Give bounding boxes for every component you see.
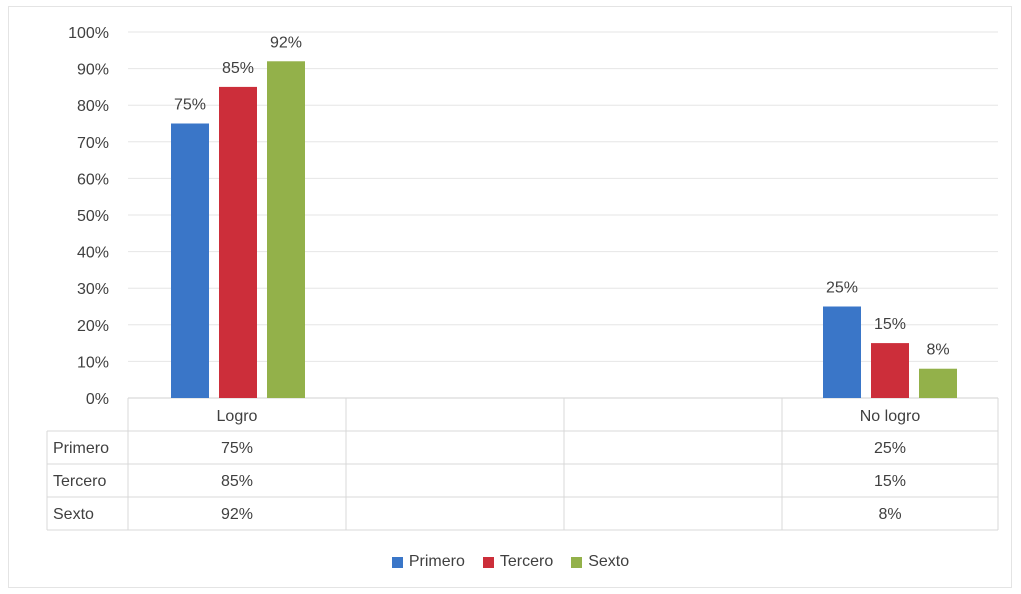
y-tick-label: 90% bbox=[77, 62, 109, 79]
bar bbox=[171, 123, 209, 398]
table-header-cell: Logro bbox=[217, 408, 258, 425]
y-tick-label: 50% bbox=[77, 208, 109, 225]
y-tick-label: 80% bbox=[77, 98, 109, 115]
data-label: 15% bbox=[874, 316, 906, 333]
y-tick-label: 70% bbox=[77, 135, 109, 152]
data-labels: 75% 85% 92% 25% 15% 8% bbox=[174, 34, 950, 358]
legend-item: Tercero bbox=[482, 553, 554, 571]
y-axis-ticks: 0% 10% 20% 30% 40% 50% 60% 70% 80% 90% 100% bbox=[68, 25, 109, 408]
data-label: 25% bbox=[826, 280, 858, 297]
legend-label: Sexto bbox=[588, 553, 630, 570]
data-label: 8% bbox=[926, 342, 949, 359]
data-table: Logro No logro Primero 75% 25% Tercero 85% 15% S… bbox=[46, 398, 999, 531]
legend-item: Sexto bbox=[571, 553, 629, 571]
table-row-label: Primero bbox=[53, 440, 109, 457]
table-cell: 8% bbox=[878, 506, 901, 523]
y-tick-label: 10% bbox=[77, 354, 109, 371]
legend-swatch bbox=[482, 556, 494, 568]
y-tick-label: 60% bbox=[77, 171, 109, 188]
legend-label: Primero bbox=[408, 553, 465, 570]
table-cell: 75% bbox=[221, 440, 253, 457]
table-cell: 92% bbox=[221, 506, 253, 523]
y-tick-label: 40% bbox=[77, 245, 109, 262]
table-cell: 85% bbox=[221, 473, 253, 490]
y-tick-label: 30% bbox=[77, 281, 109, 298]
y-tick-label: 20% bbox=[77, 318, 109, 335]
table-row-label: Tercero bbox=[53, 473, 106, 490]
chart-frame bbox=[8, 6, 1012, 588]
bars bbox=[171, 61, 957, 399]
data-label: 92% bbox=[270, 34, 302, 51]
data-label: 75% bbox=[174, 97, 206, 114]
legend-swatch bbox=[391, 556, 403, 568]
data-label: 85% bbox=[222, 60, 254, 77]
bar bbox=[871, 343, 909, 398]
legend: Primero Tercero Sexto bbox=[0, 553, 1021, 571]
table-header-cell: No logro bbox=[860, 408, 921, 425]
table-cell: 25% bbox=[874, 440, 906, 457]
y-tick-label: 0% bbox=[86, 391, 109, 408]
bar bbox=[267, 61, 305, 398]
y-tick-label: 100% bbox=[68, 25, 109, 42]
table-row-label: Sexto bbox=[53, 506, 94, 523]
bar bbox=[919, 368, 957, 398]
legend-item: Primero bbox=[391, 553, 465, 571]
legend-swatch bbox=[571, 556, 583, 568]
bar bbox=[219, 86, 257, 399]
legend-label: Tercero bbox=[499, 553, 554, 570]
table-cell: 15% bbox=[874, 473, 906, 490]
bar bbox=[823, 306, 861, 398]
gridlines bbox=[128, 31, 998, 399]
